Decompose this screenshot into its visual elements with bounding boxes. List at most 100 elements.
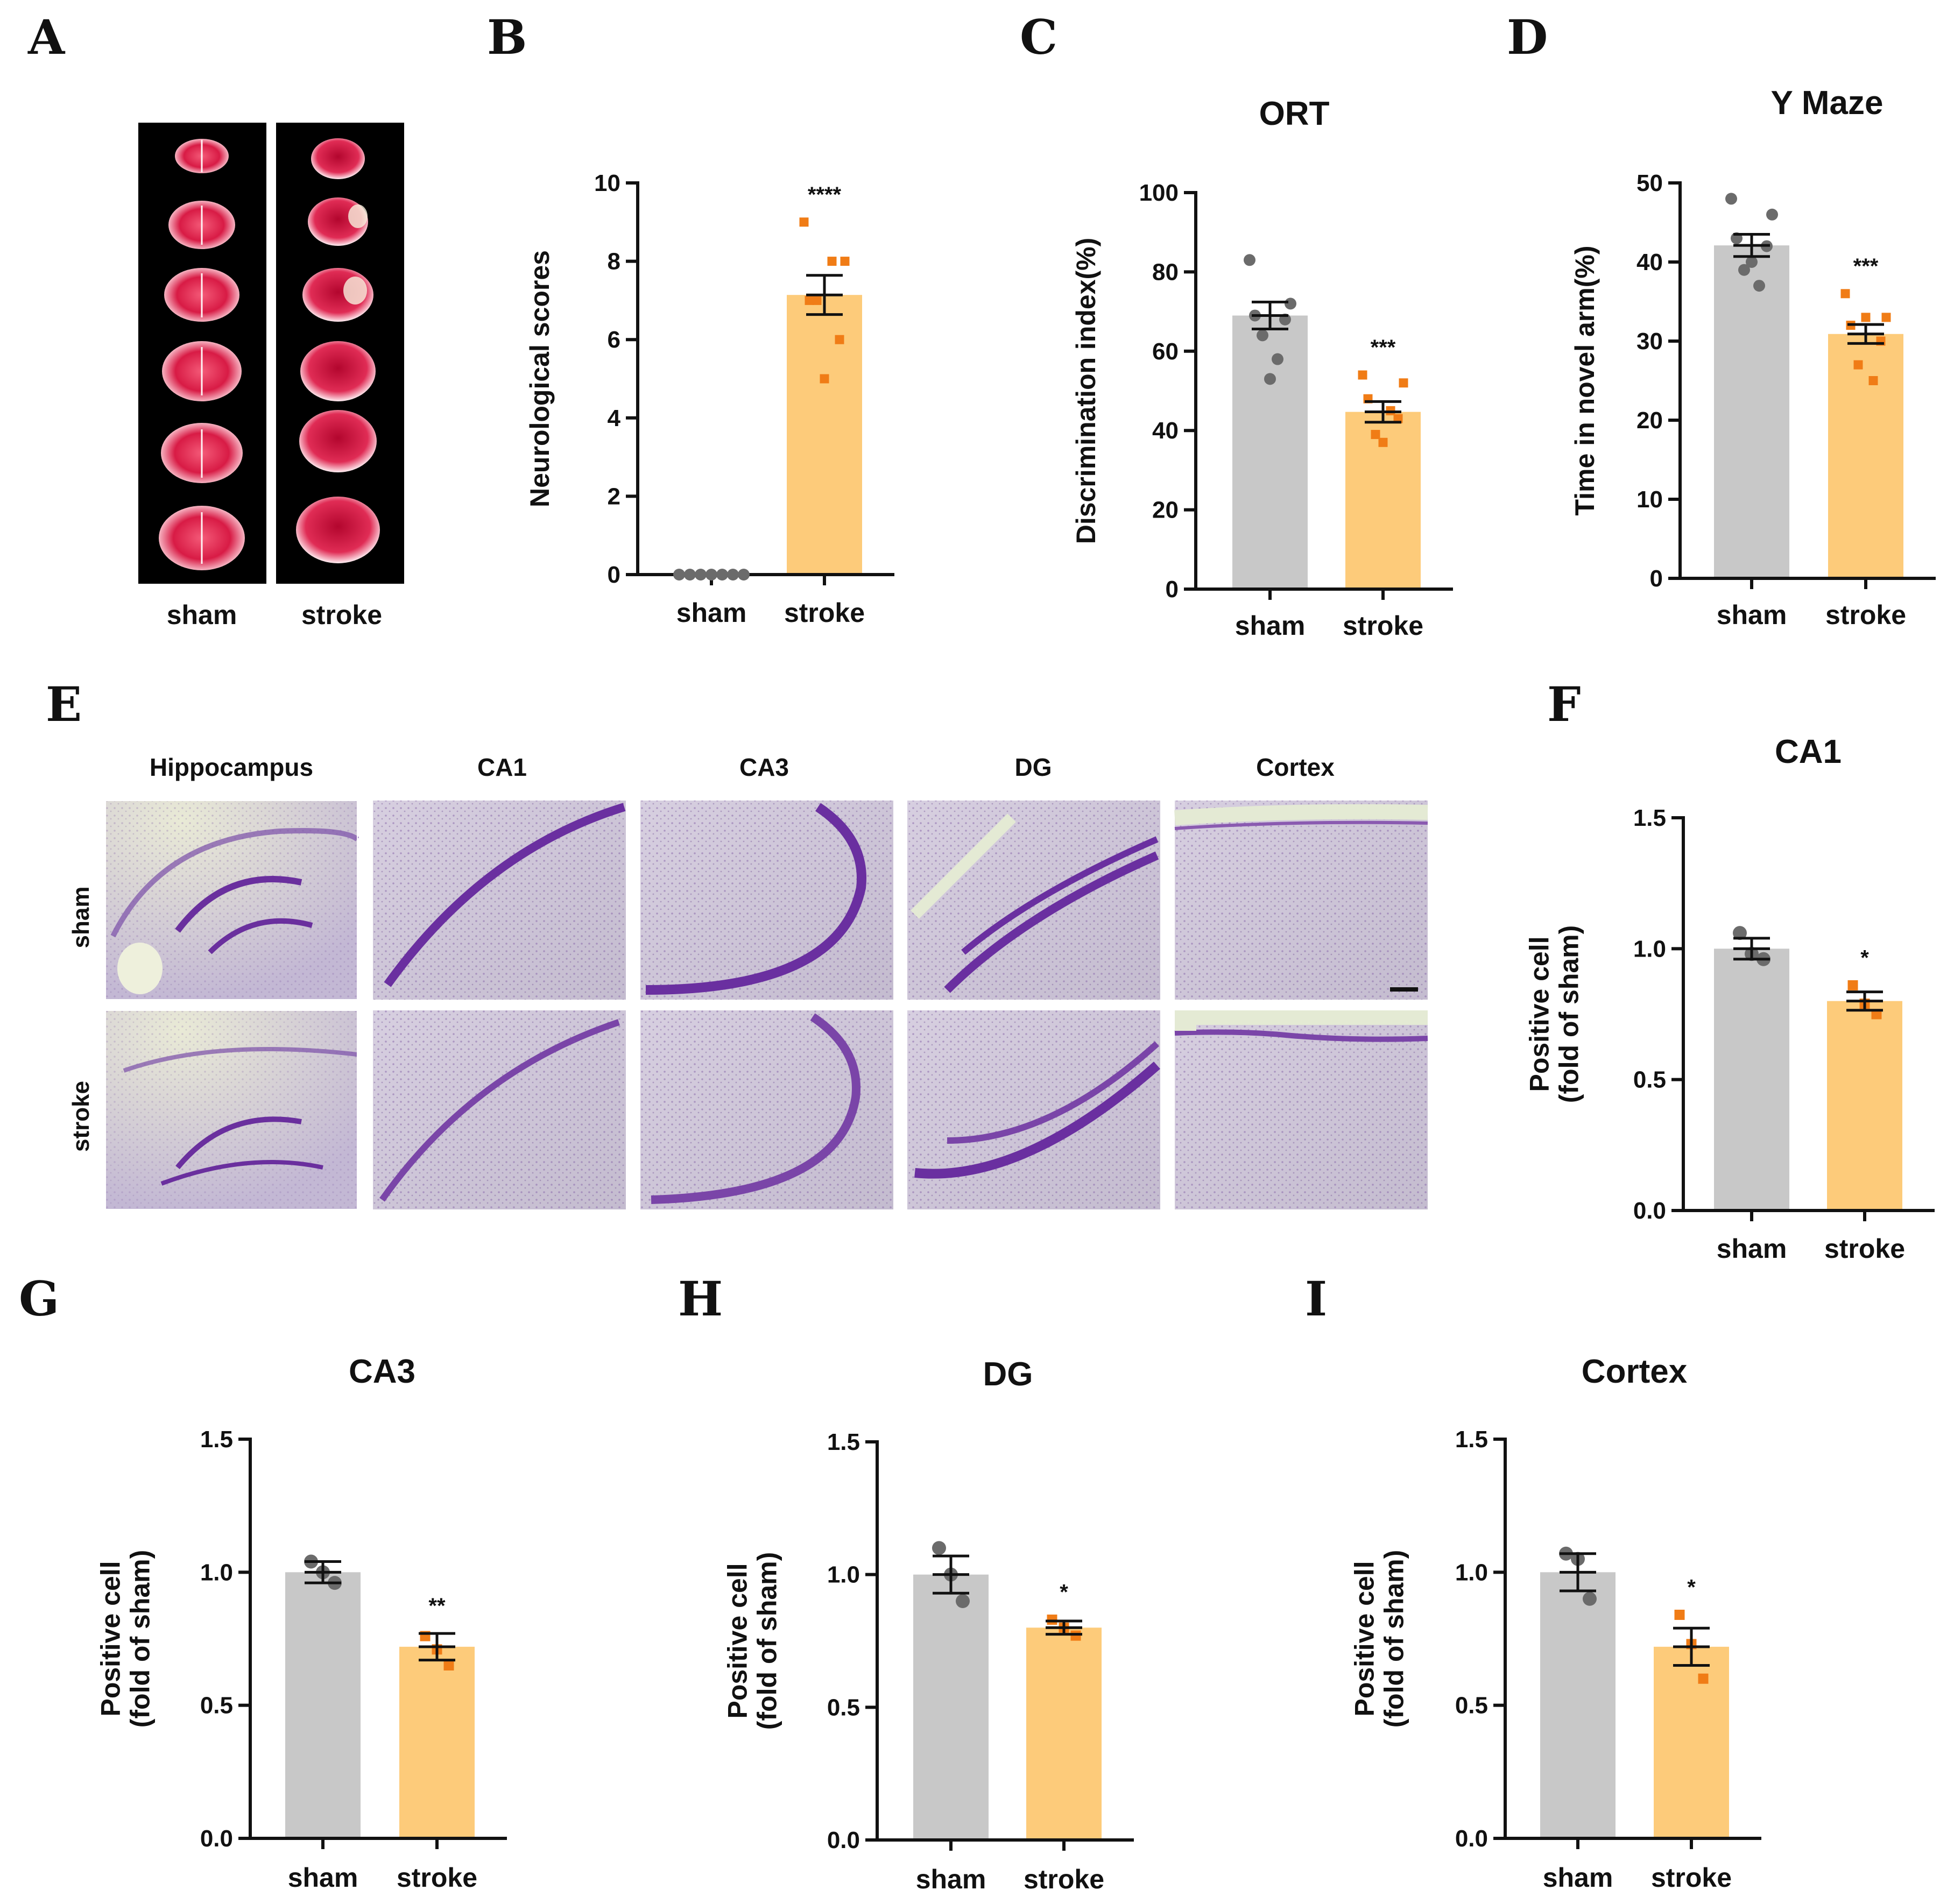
chart-c-ort: ORT 0 20 40 60 80 100 sham stroke Discrimination … bbox=[1071, 95, 1453, 641]
data-point-sham bbox=[1766, 208, 1778, 221]
error-bar bbox=[1252, 300, 1288, 331]
chart-f-ca1: CA1 0.0 0.5 1.0 1.5 sham stroke Positive cell(f… bbox=[1525, 733, 1935, 1264]
error-bar bbox=[1365, 400, 1401, 424]
y-tick-label: 0 bbox=[1166, 576, 1179, 603]
error-bar bbox=[1847, 323, 1884, 345]
y-tick-label: 10 bbox=[594, 170, 620, 196]
error-bar bbox=[1733, 937, 1770, 961]
y-tick-label: 10 bbox=[1636, 486, 1663, 513]
error-bar bbox=[305, 1560, 341, 1584]
data-point-stroke bbox=[1881, 313, 1891, 322]
panel-letter-f: F bbox=[1547, 676, 1581, 732]
data-point-sham bbox=[1733, 926, 1747, 940]
significance-marker: ** bbox=[428, 1594, 446, 1618]
data-point-stroke bbox=[1358, 370, 1367, 380]
row-label-stroke: stroke bbox=[68, 1081, 94, 1152]
data-point-stroke bbox=[1371, 430, 1380, 440]
bar-sham bbox=[1540, 1572, 1616, 1838]
x-category-label: stroke bbox=[1651, 1863, 1732, 1893]
data-point-stroke bbox=[840, 257, 850, 266]
chart-title: DG bbox=[983, 1356, 1033, 1393]
data-point-sham bbox=[1257, 329, 1268, 342]
data-point-stroke bbox=[1861, 313, 1871, 322]
data-point-stroke bbox=[812, 295, 822, 305]
panel-letter-c: C bbox=[1020, 9, 1057, 65]
col-header-hippocampus: Hippocampus bbox=[150, 753, 313, 781]
y-axis-label: Neurological scores bbox=[525, 250, 555, 507]
x-category-label: sham bbox=[916, 1864, 986, 1894]
y-tick-label: 80 bbox=[1152, 259, 1179, 285]
micrograph-stroke-dg bbox=[907, 1010, 1160, 1209]
panel-letter-e: E bbox=[46, 676, 82, 732]
data-point-stroke bbox=[443, 1660, 454, 1671]
data-point-stroke bbox=[1674, 1609, 1685, 1620]
data-point-stroke bbox=[835, 335, 844, 344]
scale-bar bbox=[1390, 987, 1418, 992]
bar-stroke bbox=[787, 295, 862, 575]
chart-b-neurological-scores: 0 2 4 6 8 10 sham stroke Neurological scores **** bbox=[525, 170, 894, 628]
x-category-label: sham bbox=[1717, 1234, 1787, 1264]
col-header-dg: DG bbox=[1015, 753, 1052, 781]
data-point-stroke bbox=[1378, 437, 1388, 447]
error-bar bbox=[1673, 1626, 1710, 1667]
chart-h-dg: DG 0.0 0.5 1.0 1.5 sham stroke Positive cell(fo… bbox=[723, 1356, 1134, 1894]
significance-marker: **** bbox=[808, 183, 842, 207]
x-category-label: sham bbox=[288, 1863, 358, 1893]
data-point-sham bbox=[1746, 256, 1758, 268]
chart-g-ca3: CA3 0.0 0.5 1.0 1.5 sham stroke Positive cell(f… bbox=[96, 1353, 507, 1893]
row-label-sham: sham bbox=[68, 887, 94, 949]
chart-title: Y Maze bbox=[1770, 84, 1883, 122]
data-point-stroke bbox=[1868, 376, 1878, 385]
y-tick-label: 0.5 bbox=[1455, 1693, 1488, 1719]
data-point-sham bbox=[695, 569, 707, 581]
significance-marker: * bbox=[1060, 1581, 1068, 1604]
y-tick-label: 60 bbox=[1152, 338, 1179, 365]
data-point-sham bbox=[1583, 1591, 1597, 1606]
micrograph-sham-ca3 bbox=[640, 801, 893, 1000]
bar-stroke bbox=[1654, 1646, 1729, 1838]
micrograph-stroke-ca1 bbox=[373, 1010, 626, 1209]
y-axis-label: Positive cell(fold of sham) bbox=[723, 1552, 782, 1730]
bar-stroke bbox=[1828, 334, 1903, 578]
data-point-stroke bbox=[1853, 360, 1863, 370]
y-tick-label: 0.0 bbox=[1633, 1198, 1666, 1224]
data-point-sham bbox=[1264, 373, 1276, 385]
bar-stroke bbox=[1026, 1627, 1102, 1840]
micrograph-sham-hippocampus bbox=[105, 801, 359, 1000]
bar-sham bbox=[1232, 315, 1308, 589]
x-category-label: stroke bbox=[397, 1863, 477, 1893]
x-category-label: sham bbox=[1235, 611, 1306, 641]
chart-d-y-maze: Y Maze 0 10 20 30 40 50 sham stroke Time in novel… bbox=[1570, 84, 1936, 630]
data-point-stroke bbox=[1840, 289, 1850, 299]
x-category-label: sham bbox=[1543, 1863, 1613, 1893]
data-point-sham bbox=[956, 1594, 970, 1608]
y-tick-label: 1.5 bbox=[827, 1429, 860, 1455]
micrograph-stroke-hippocampus bbox=[105, 1010, 358, 1209]
data-point-stroke bbox=[1847, 980, 1858, 990]
y-tick-label: 0.5 bbox=[1633, 1067, 1666, 1093]
panel-letter-d: D bbox=[1507, 9, 1548, 65]
data-point-sham bbox=[673, 569, 685, 581]
data-point-sham bbox=[1244, 254, 1255, 266]
data-point-stroke bbox=[799, 217, 809, 227]
significance-marker: *** bbox=[1853, 254, 1879, 278]
data-point-sham bbox=[932, 1541, 946, 1555]
y-axis-label: Positive cell(fold of sham) bbox=[1350, 1550, 1409, 1728]
y-tick-label: 0 bbox=[608, 562, 620, 588]
col-header-ca3: CA3 bbox=[739, 753, 789, 781]
y-tick-label: 30 bbox=[1636, 328, 1663, 355]
panel-letter-a: A bbox=[27, 9, 66, 65]
data-point-sham bbox=[1738, 264, 1750, 276]
data-point-stroke bbox=[827, 257, 837, 266]
significance-marker: *** bbox=[1371, 336, 1396, 359]
y-tick-label: 100 bbox=[1139, 180, 1179, 206]
y-tick-label: 1.5 bbox=[1455, 1426, 1488, 1453]
data-point-sham bbox=[738, 569, 750, 581]
col-header-ca1: CA1 bbox=[477, 753, 527, 781]
y-tick-label: 50 bbox=[1636, 170, 1663, 196]
significance-marker: * bbox=[1687, 1575, 1696, 1599]
y-tick-label: 0 bbox=[1650, 565, 1663, 592]
y-tick-label: 40 bbox=[1636, 249, 1663, 275]
error-bar bbox=[1846, 990, 1883, 1012]
micrograph-sham-dg bbox=[907, 801, 1160, 1000]
